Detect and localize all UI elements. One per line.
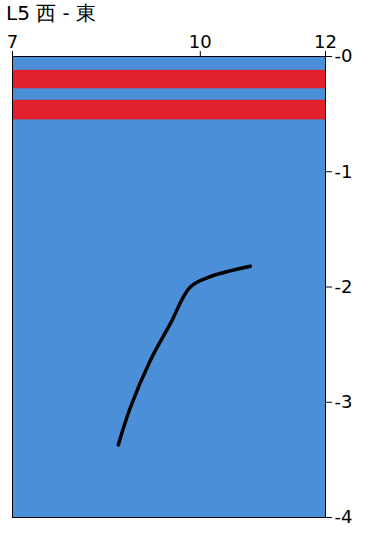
svg-text:7: 7 (7, 31, 18, 52)
html-text:L5 西 - 東: L5 西 - 東 (6, 1, 97, 25)
svg-text:12: 12 (314, 31, 337, 52)
svg-text:10: 10 (189, 31, 212, 52)
svg-text:-1: -1 (335, 161, 353, 182)
svg-text:-3: -3 (335, 391, 353, 412)
svg-text:-2: -2 (335, 276, 353, 297)
svg-text:-4: -4 (335, 506, 353, 527)
svg-text:-0: -0 (335, 45, 353, 66)
